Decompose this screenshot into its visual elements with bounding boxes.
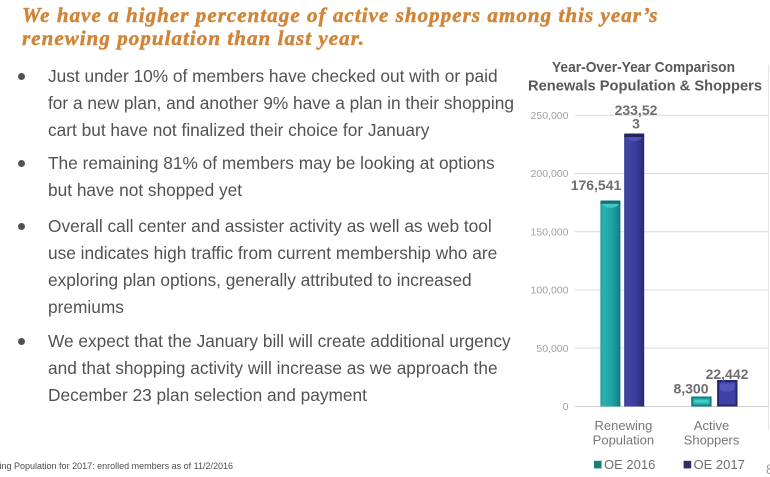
- svg-text:Shoppers: Shoppers: [684, 433, 740, 448]
- svg-text:Population: Population: [593, 433, 654, 448]
- svg-text:176,541: 176,541: [571, 177, 622, 193]
- svg-text:100,000: 100,000: [531, 285, 569, 297]
- svg-text:Active: Active: [694, 418, 729, 433]
- svg-text:OE 2017: OE 2017: [694, 457, 745, 472]
- svg-text:Renewals Population & Shoppers: Renewals Population & Shoppers: [528, 77, 762, 94]
- svg-text:22,442: 22,442: [706, 366, 749, 382]
- svg-text:8,300: 8,300: [673, 381, 708, 397]
- svg-text:150,000: 150,000: [531, 226, 569, 238]
- svg-text:3: 3: [632, 116, 640, 132]
- svg-text:200,000: 200,000: [531, 168, 569, 180]
- svg-text:250,000: 250,000: [531, 110, 569, 122]
- svg-text:50,000: 50,000: [536, 343, 568, 355]
- svg-text:Renewing: Renewing: [594, 418, 652, 433]
- svg-text:OE 2016: OE 2016: [604, 457, 655, 472]
- svg-text:Year-Over-Year Comparison: Year-Over-Year Comparison: [552, 59, 735, 76]
- svg-text:233,52: 233,52: [615, 102, 658, 118]
- svg-text:0: 0: [563, 401, 569, 413]
